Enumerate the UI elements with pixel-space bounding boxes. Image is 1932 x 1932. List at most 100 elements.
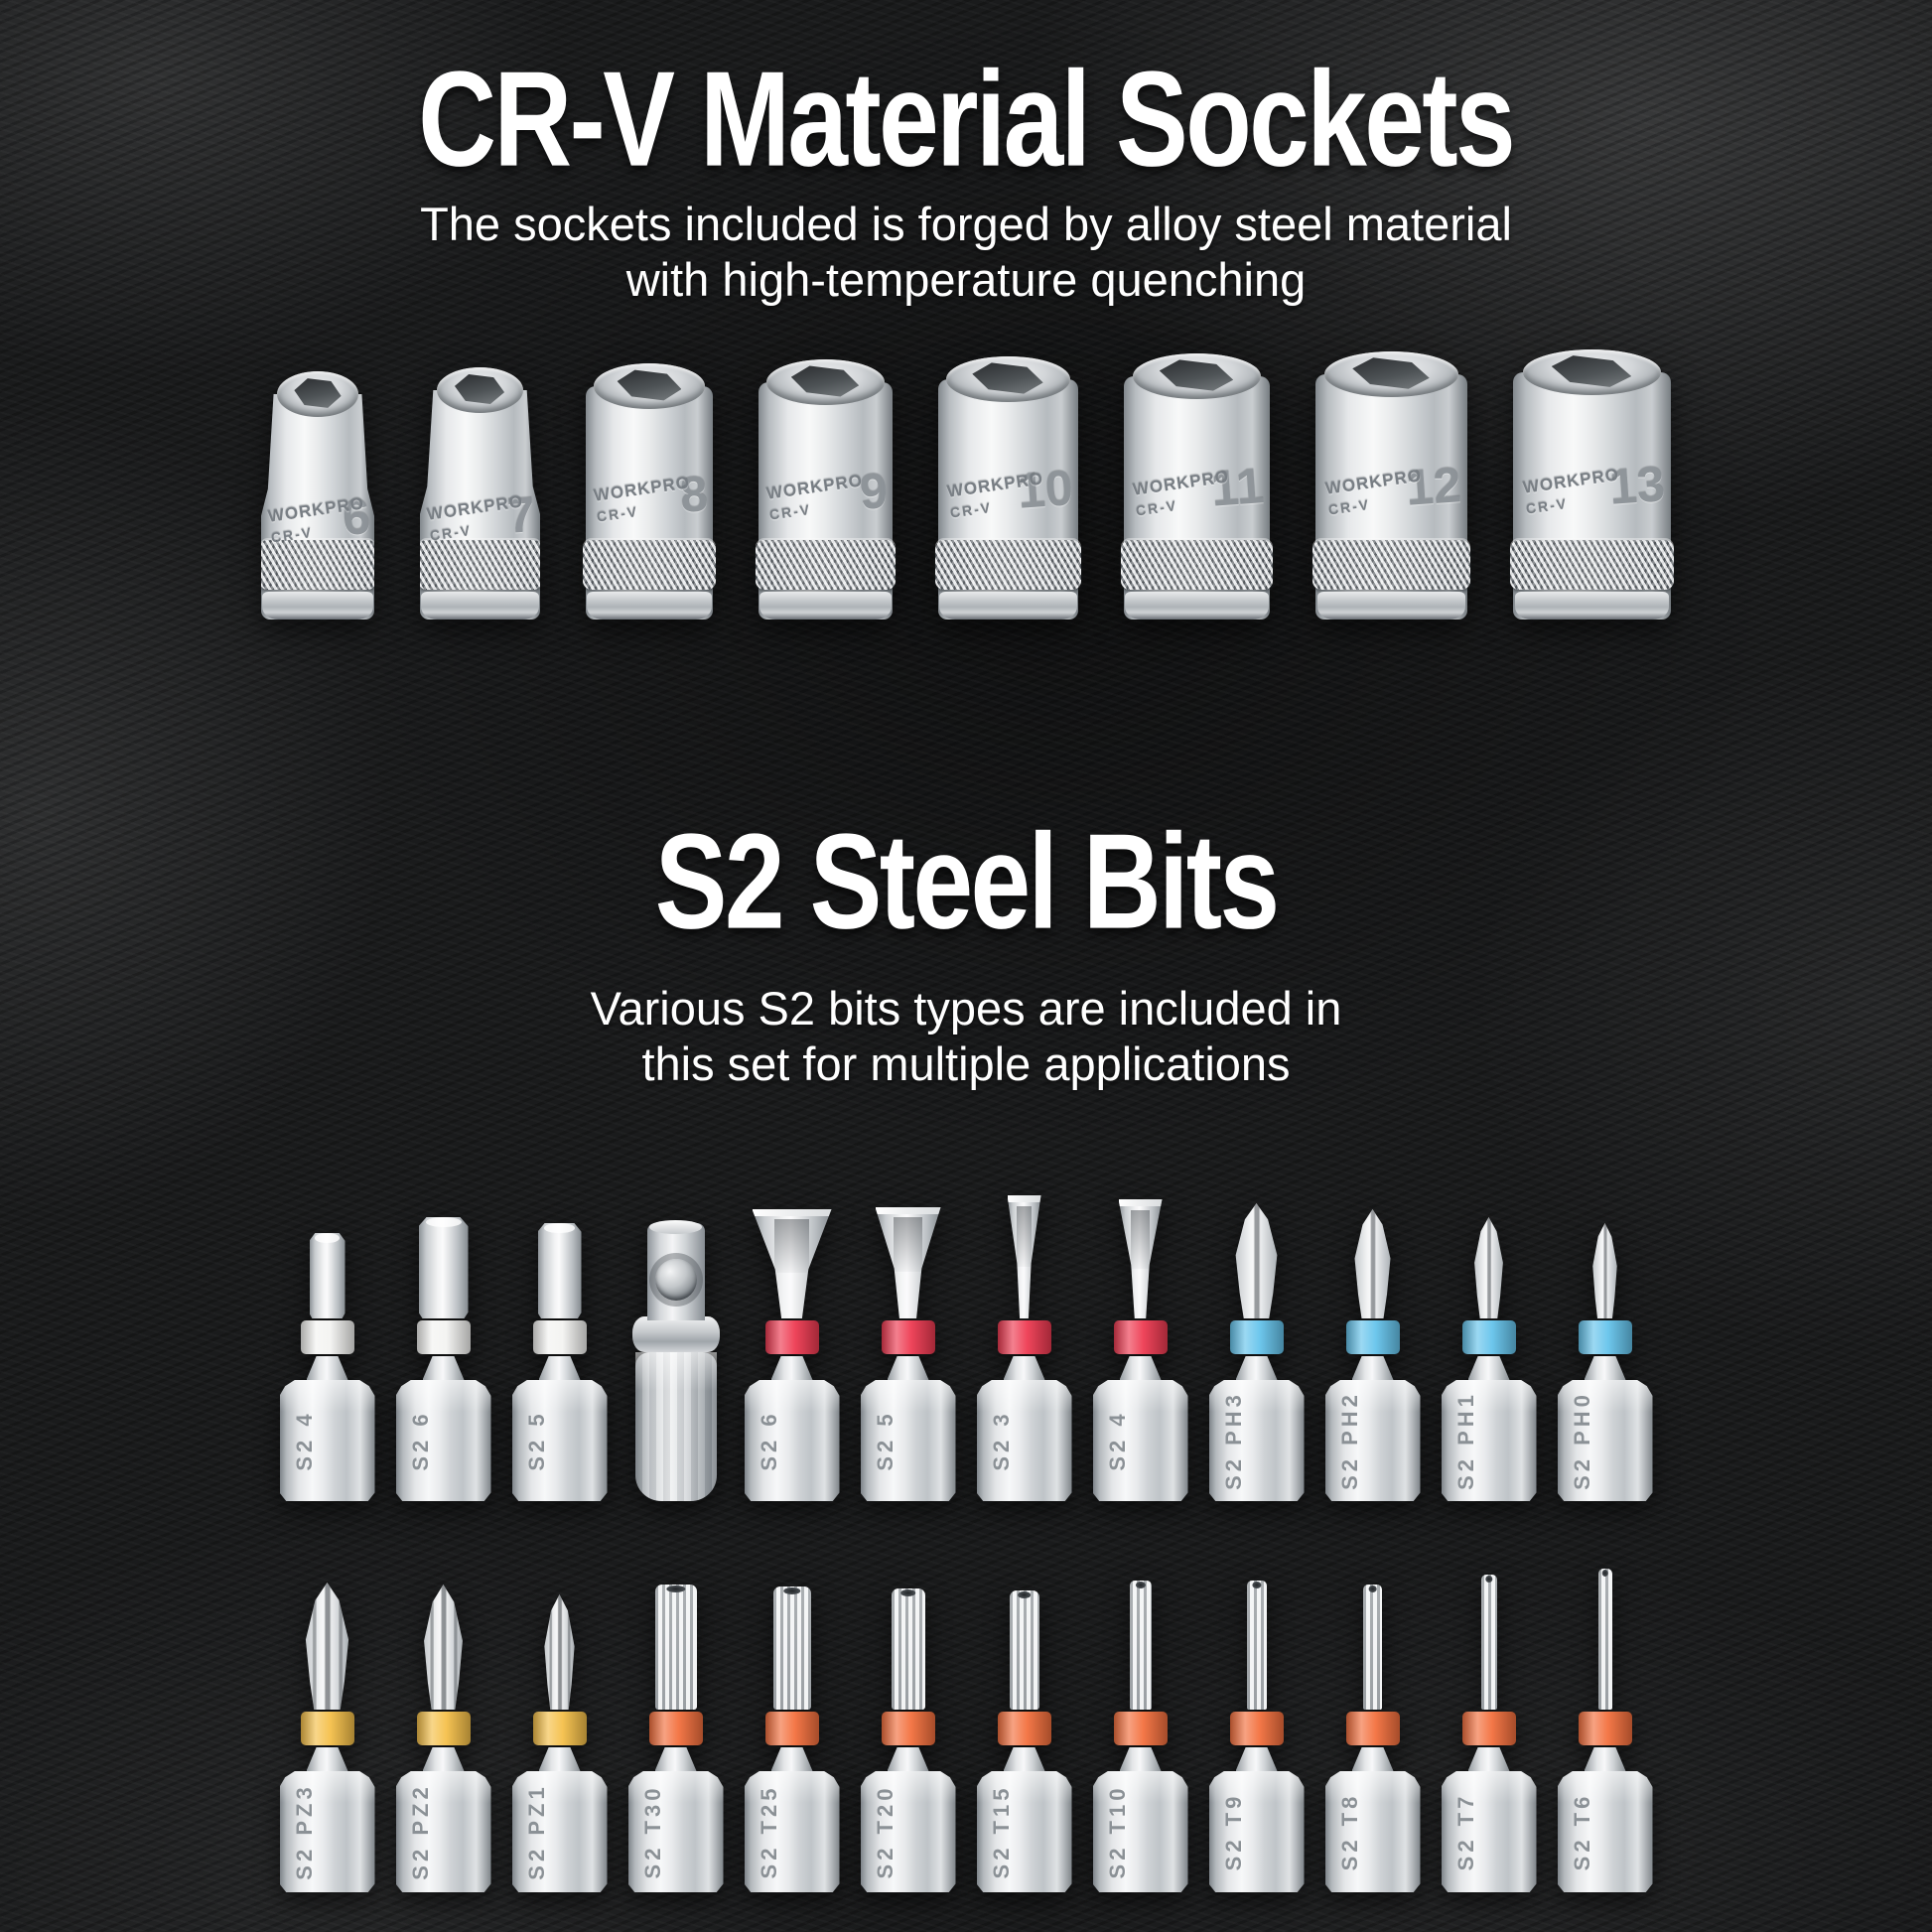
color-band [764, 1320, 819, 1354]
pozidriv-tip [305, 1583, 349, 1710]
bit-engraving: S2 T7 [1452, 1792, 1478, 1871]
bit-shank: S2 6 [744, 1380, 840, 1501]
socket-base-ring [262, 592, 373, 620]
bit-s2-t6: S2 T6 [1557, 1569, 1653, 1892]
socket-knurl-band [1509, 540, 1675, 590]
phillips-tip [1235, 1203, 1278, 1318]
socket-base-ring [421, 592, 539, 620]
socket-body: WORKPRO CR-V 10 [935, 379, 1081, 620]
bit-engraving: S2 PZ1 [523, 1783, 549, 1880]
bit-shank: S2 T25 [744, 1771, 840, 1892]
sockets-title-text: CR-V Material Sockets [418, 44, 1516, 196]
socket-hex-hole [1351, 353, 1432, 392]
socket-rim [276, 371, 359, 417]
socket-body: WORKPRO CR-V 9 [756, 382, 896, 620]
bit-shank: S2 T30 [627, 1771, 724, 1892]
bit-engraving: S2 T10 [1104, 1784, 1130, 1879]
socket-rim [1324, 351, 1458, 397]
bit-engraving: S2 T8 [1336, 1792, 1362, 1871]
phillips-tip [1592, 1223, 1617, 1318]
bit-engraving: S2 4 [291, 1410, 317, 1471]
bit-s2-t15: S2 T15 [976, 1590, 1072, 1892]
bit-engraving: S2 PH0 [1569, 1391, 1594, 1490]
socket-rim [1132, 353, 1262, 399]
socket-rim [766, 359, 885, 405]
bit-s2-pz3: S2 PZ3 [279, 1583, 375, 1892]
color-band [1345, 1320, 1400, 1354]
bit-engraving: S2 T25 [756, 1784, 781, 1879]
bit-shank: S2 4 [1092, 1380, 1188, 1501]
bit-neck [1235, 1747, 1278, 1771]
bit-engraving: S2 6 [407, 1410, 433, 1471]
bit-s2-ph0: S2 PH0 [1557, 1223, 1653, 1501]
color-band [1113, 1712, 1168, 1745]
socket-hex-hole [1158, 356, 1235, 395]
socket-rim [1522, 349, 1662, 395]
sockets-section-subtitle: The sockets included is forged by alloy … [0, 197, 1932, 309]
bit-engraving: S2 T15 [988, 1784, 1014, 1879]
bit-square-drive-adapter [628, 1220, 724, 1501]
bit-s2-pz1: S2 PZ1 [511, 1594, 608, 1892]
bit-s2-t25: S2 T25 [744, 1587, 840, 1892]
socket-11: WORKPRO CR-V 11 [1121, 353, 1273, 620]
socket-knurl-band [1121, 540, 1273, 590]
bit-neck [887, 1356, 929, 1380]
color-band [1578, 1320, 1632, 1354]
bit-s2-ph2: S2 PH2 [1324, 1209, 1421, 1501]
bit-engraving: S2 T20 [872, 1784, 897, 1879]
bit-s2-t7: S2 T7 [1441, 1575, 1537, 1892]
bit-s2-t20: S2 T20 [860, 1588, 956, 1892]
phillips-tip [1474, 1217, 1503, 1318]
bit-neck [306, 1747, 348, 1771]
bit-engraving: S2 T30 [639, 1784, 665, 1879]
socket-base-ring [1125, 592, 1269, 620]
bit-shank: S2 T15 [976, 1771, 1072, 1892]
bits-section-title: S2 Steel Bits [0, 811, 1932, 952]
socket-knurl-band [420, 540, 540, 590]
bit-neck [422, 1747, 465, 1771]
hex-tip [309, 1233, 345, 1318]
color-band [1229, 1320, 1284, 1354]
bit-neck [1119, 1356, 1162, 1380]
bit-shank: S2 T10 [1092, 1771, 1188, 1892]
bit-neck [306, 1356, 348, 1380]
bits-row-1: S2 4 S2 6 S2 5 S2 6 S2 5 S2 3 S2 4 S2 PH3 S2 PH2… [0, 1179, 1932, 1501]
bit-neck [770, 1747, 813, 1771]
socket-marking: WORKPRO CR-V [1522, 465, 1623, 516]
bit-s2-t9: S2 T9 [1208, 1581, 1305, 1892]
sockets-row: WORKPRO CR-V 6 WORKPRO CR-V 7 WORKPRO CR-V 8 WORK… [0, 336, 1932, 620]
socket-6: WORKPRO CR-V 6 [261, 371, 374, 620]
bit-s2-6: S2 6 [744, 1209, 840, 1501]
bit-shank: S2 6 [395, 1380, 491, 1501]
socket-hex-hole [789, 362, 861, 400]
hex-tip [418, 1217, 469, 1318]
sockets-subtitle-line1: The sockets included is forged by alloy … [420, 198, 1512, 250]
socket-base-ring [1514, 592, 1670, 620]
color-band [416, 1712, 471, 1745]
bit-shank: S2 PH3 [1208, 1380, 1305, 1501]
torx-small-tip [1597, 1569, 1612, 1710]
bit-engraving: S2 T6 [1569, 1792, 1594, 1871]
bit-neck [770, 1356, 813, 1380]
slotted-tip [1118, 1199, 1163, 1318]
socket-10: WORKPRO CR-V 10 [935, 356, 1081, 620]
color-band [300, 1320, 354, 1354]
socket-rim [946, 356, 1070, 402]
color-band [881, 1712, 935, 1745]
bit-s2-t10: S2 T10 [1092, 1581, 1188, 1892]
color-band [997, 1320, 1051, 1354]
bit-neck [1467, 1747, 1510, 1771]
socket-rim [436, 367, 524, 413]
pozidriv-tip [544, 1594, 575, 1710]
socket-hex-hole [293, 375, 344, 411]
bit-neck [422, 1356, 465, 1380]
socket-12: WORKPRO CR-V 12 [1311, 351, 1471, 620]
socket-base-ring [587, 592, 712, 620]
color-band [1461, 1712, 1516, 1745]
socket-marking: WORKPRO CR-V [593, 473, 694, 524]
bit-s2-6: S2 6 [395, 1217, 491, 1501]
socket-hex-hole [454, 371, 507, 407]
bit-shank: S2 T8 [1324, 1771, 1421, 1892]
bit-neck [887, 1747, 929, 1771]
bit-s2-pz2: S2 PZ2 [395, 1585, 491, 1892]
